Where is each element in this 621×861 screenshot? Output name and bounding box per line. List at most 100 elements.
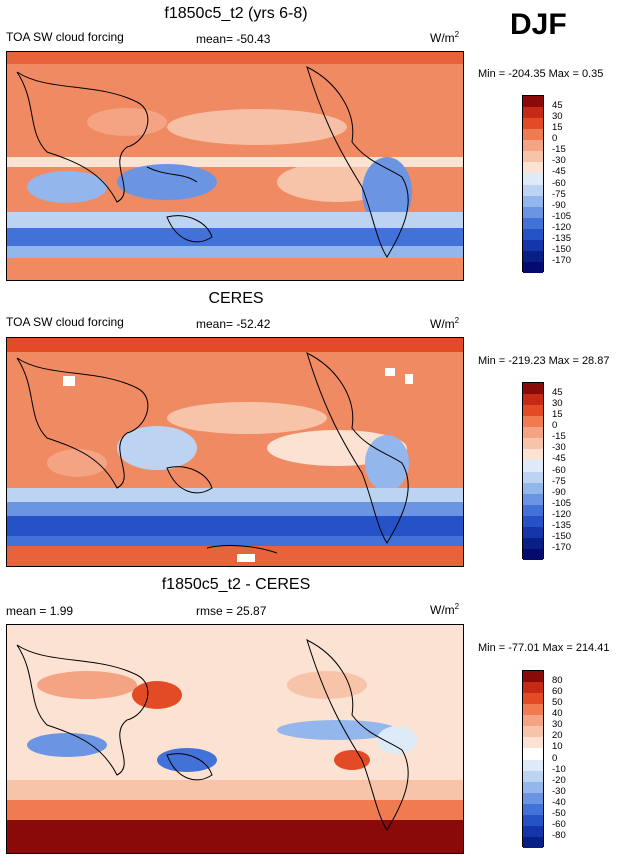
colorbar-tick-label: -170 [552, 541, 572, 553]
colorbar-segment [523, 693, 543, 705]
colorbar-tick-label: -30 [552, 785, 566, 797]
panel-1-left-label: TOA SW cloud forcing [6, 30, 124, 44]
colorbar-segment [523, 671, 543, 683]
colorbar-tick-label: 15 [552, 122, 563, 134]
colorbar-tick-label: 0 [552, 133, 558, 145]
panel-3-colorbar [522, 670, 544, 848]
panel-3-center-label: rmse = 25.87 [196, 604, 267, 618]
colorbar-segment [523, 759, 543, 771]
colorbar-tick-label: -90 [552, 199, 566, 211]
colorbar-tick-label: -150 [552, 243, 572, 255]
colorbar-segment [523, 151, 543, 163]
colorbar-segment [523, 726, 543, 738]
colorbar-segment [523, 261, 543, 273]
panel-3-map [6, 624, 464, 854]
colorbar-segment [523, 217, 543, 229]
colorbar-tick-label: -60 [552, 818, 566, 830]
colorbar-tick-label: -30 [552, 442, 566, 454]
colorbar-tick-label: 50 [552, 697, 563, 709]
colorbar-segment [523, 825, 543, 837]
colorbar-segment [523, 781, 543, 793]
panel-1-map [6, 51, 464, 281]
colorbar-segment [523, 704, 543, 716]
colorbar-tick-label: -10 [552, 763, 566, 775]
colorbar-segment [523, 471, 543, 483]
colorbar-tick-label: 0 [552, 420, 558, 432]
colorbar-tick-label: -60 [552, 464, 566, 476]
colorbar-segment [523, 239, 543, 251]
colorbar-segment [523, 836, 543, 848]
panel-2-unit: W/m2 [430, 316, 460, 331]
colorbar-tick-label: -15 [552, 144, 566, 156]
colorbar-segment [523, 107, 543, 119]
panel-3-minmax: Min = -77.01 Max = 214.41 [478, 642, 610, 654]
colorbar-tick-label: 0 [552, 752, 558, 764]
colorbar-tick-label: 20 [552, 730, 563, 742]
colorbar-tick-label: -75 [552, 475, 566, 487]
colorbar-segment [523, 449, 543, 461]
colorbar-segment [523, 118, 543, 130]
panel-1-unit: W/m2 [430, 30, 460, 45]
colorbar-segment [523, 792, 543, 804]
panel-3-title: f1850c5_t2 - CERES [161, 576, 311, 593]
colorbar-tick-label: -20 [552, 774, 566, 786]
colorbar-tick-label: -120 [552, 508, 572, 520]
colorbar-tick-label: 10 [552, 741, 563, 753]
colorbar-segment [523, 416, 543, 428]
colorbar-tick-label: -30 [552, 155, 566, 167]
colorbar-tick-label: -135 [552, 232, 572, 244]
colorbar-tick-label: -75 [552, 188, 566, 200]
panel-1-colorbar [522, 95, 544, 273]
panel-2-map [6, 337, 464, 567]
colorbar-tick-label: -120 [552, 221, 572, 233]
colorbar-tick-label: 15 [552, 409, 563, 421]
colorbar-segment [523, 504, 543, 516]
colorbar-segment [523, 803, 543, 815]
colorbar-segment [523, 526, 543, 538]
panel-2-minmax: Min = -219.23 Max = 28.87 [478, 355, 610, 367]
colorbar-segment [523, 129, 543, 141]
colorbar-segment [523, 548, 543, 560]
panel-2-colorbar [522, 382, 544, 560]
colorbar-tick-label: -15 [552, 431, 566, 443]
colorbar-segment [523, 162, 543, 174]
colorbar-tick-label: 80 [552, 675, 563, 687]
panel-2-center-label: mean= -52.42 [196, 317, 271, 331]
colorbar-tick-label: 45 [552, 100, 563, 112]
colorbar-segment [523, 184, 543, 196]
colorbar-tick-label: -170 [552, 254, 572, 266]
panel-2-left-label: TOA SW cloud forcing [6, 315, 124, 329]
colorbar-tick-label: -40 [552, 796, 566, 808]
colorbar-segment [523, 173, 543, 185]
colorbar-segment [523, 195, 543, 207]
panel-3-left-label: mean = 1.99 [6, 604, 74, 618]
panel-2-title: CERES [208, 290, 264, 307]
colorbar-segment [523, 460, 543, 472]
colorbar-tick-label: -105 [552, 210, 572, 222]
colorbar-tick-label: -50 [552, 807, 566, 819]
colorbar-tick-label: 40 [552, 708, 563, 720]
colorbar-tick-label: 45 [552, 387, 563, 399]
colorbar-tick-label: 30 [552, 111, 563, 123]
panel-1-title: f1850c5_t2 (yrs 6-8) [164, 5, 308, 22]
colorbar-segment [523, 438, 543, 450]
colorbar-segment [523, 140, 543, 152]
colorbar-segment [523, 228, 543, 240]
colorbar-segment [523, 748, 543, 760]
colorbar-segment [523, 394, 543, 406]
colorbar-segment [523, 682, 543, 694]
panel-3-map-field [7, 625, 463, 853]
colorbar-segment [523, 537, 543, 549]
colorbar-segment [523, 383, 543, 395]
colorbar-tick-label: -150 [552, 530, 572, 542]
panel-1-center-label: mean= -50.43 [196, 32, 271, 46]
colorbar-segment [523, 515, 543, 527]
colorbar-tick-label: -45 [552, 453, 566, 465]
colorbar-tick-label: 30 [552, 719, 563, 731]
colorbar-segment [523, 96, 543, 108]
colorbar-tick-label: -80 [552, 829, 566, 841]
colorbar-tick-label: -135 [552, 519, 572, 531]
colorbar-segment [523, 405, 543, 417]
colorbar-tick-label: 30 [552, 398, 563, 410]
colorbar-segment [523, 814, 543, 826]
